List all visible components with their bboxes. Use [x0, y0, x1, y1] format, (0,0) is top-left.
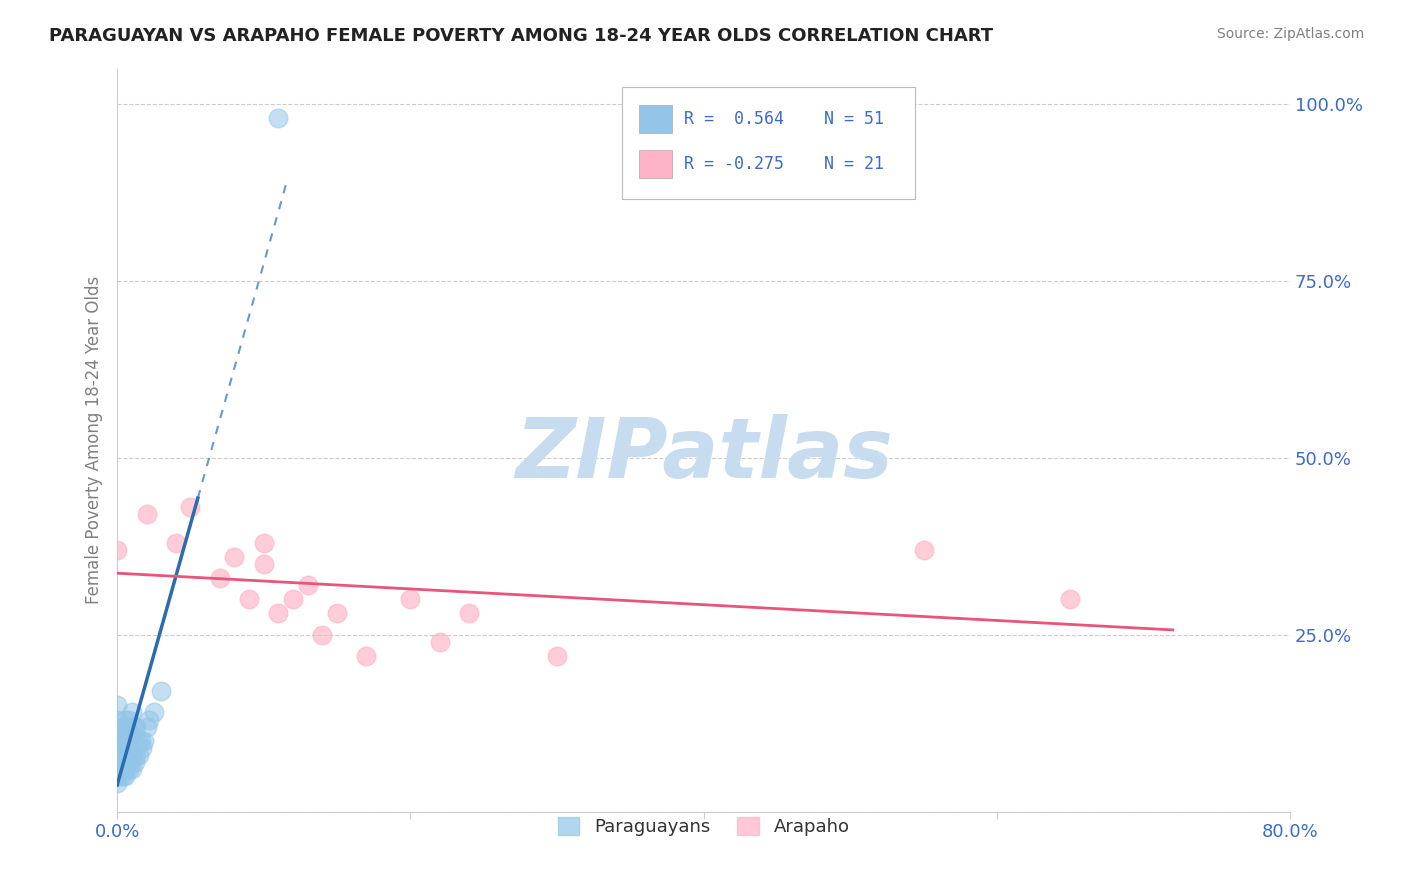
Point	[253, 535, 276, 549]
Text: R = -0.275    N = 21: R = -0.275 N = 21	[683, 154, 883, 173]
Point	[115, 740, 138, 755]
Point	[105, 733, 128, 747]
Point	[105, 769, 128, 783]
Point	[356, 648, 378, 663]
Point	[105, 713, 128, 727]
Point	[128, 747, 150, 762]
Point	[131, 740, 153, 755]
Point	[208, 571, 231, 585]
Point	[114, 713, 136, 727]
Text: R =  0.564    N = 51: R = 0.564 N = 51	[683, 110, 883, 128]
Point	[546, 648, 568, 663]
FancyBboxPatch shape	[621, 87, 915, 199]
Point	[115, 762, 138, 776]
Point	[110, 740, 132, 755]
Point	[105, 747, 128, 762]
Text: PARAGUAYAN VS ARAPAHO FEMALE POVERTY AMONG 18-24 YEAR OLDS CORRELATION CHART: PARAGUAYAN VS ARAPAHO FEMALE POVERTY AMO…	[49, 27, 993, 45]
Point	[253, 557, 276, 571]
Point	[105, 727, 128, 741]
Point	[105, 542, 128, 557]
Point	[105, 740, 128, 755]
Point	[121, 727, 143, 741]
Point	[125, 747, 148, 762]
Point	[165, 535, 187, 549]
FancyBboxPatch shape	[640, 150, 672, 178]
Point	[112, 747, 135, 762]
Point	[121, 747, 143, 762]
Point	[399, 592, 422, 607]
Point	[105, 762, 128, 776]
Point	[114, 740, 136, 755]
Point	[114, 769, 136, 783]
Point	[326, 607, 349, 621]
Point	[112, 769, 135, 783]
Point	[124, 720, 146, 734]
Point	[118, 713, 141, 727]
Point	[110, 762, 132, 776]
Point	[121, 706, 143, 720]
Legend: Paraguayans, Arapaho: Paraguayans, Arapaho	[551, 810, 856, 843]
Point	[127, 733, 149, 747]
Point	[132, 733, 155, 747]
Point	[105, 755, 128, 769]
Point	[105, 698, 128, 713]
Point	[429, 634, 451, 648]
Point	[142, 706, 165, 720]
Point	[912, 542, 935, 557]
Point	[114, 755, 136, 769]
Point	[118, 740, 141, 755]
Point	[120, 755, 142, 769]
Point	[115, 720, 138, 734]
Point	[138, 713, 160, 727]
Point	[238, 592, 260, 607]
Text: Source: ZipAtlas.com: Source: ZipAtlas.com	[1216, 27, 1364, 41]
Point	[112, 727, 135, 741]
Point	[118, 762, 141, 776]
Point	[122, 747, 145, 762]
Point	[121, 762, 143, 776]
Point	[458, 607, 481, 621]
Point	[281, 592, 304, 607]
Point	[224, 549, 246, 564]
Point	[117, 747, 139, 762]
Point	[108, 769, 131, 783]
Point	[267, 607, 290, 621]
Point	[179, 500, 201, 515]
Point	[120, 727, 142, 741]
Text: ZIPatlas: ZIPatlas	[515, 415, 893, 495]
Point	[150, 684, 173, 698]
Point	[267, 111, 290, 125]
Point	[108, 747, 131, 762]
Point	[117, 727, 139, 741]
Y-axis label: Female Poverty Among 18-24 Year Olds: Female Poverty Among 18-24 Year Olds	[86, 276, 103, 604]
Point	[105, 776, 128, 790]
Point	[125, 720, 148, 734]
Point	[135, 720, 157, 734]
FancyBboxPatch shape	[640, 105, 672, 133]
Point	[311, 627, 333, 641]
Point	[110, 720, 132, 734]
Point	[297, 578, 319, 592]
Point	[135, 508, 157, 522]
Point	[129, 733, 152, 747]
Point	[1059, 592, 1081, 607]
Point	[124, 755, 146, 769]
